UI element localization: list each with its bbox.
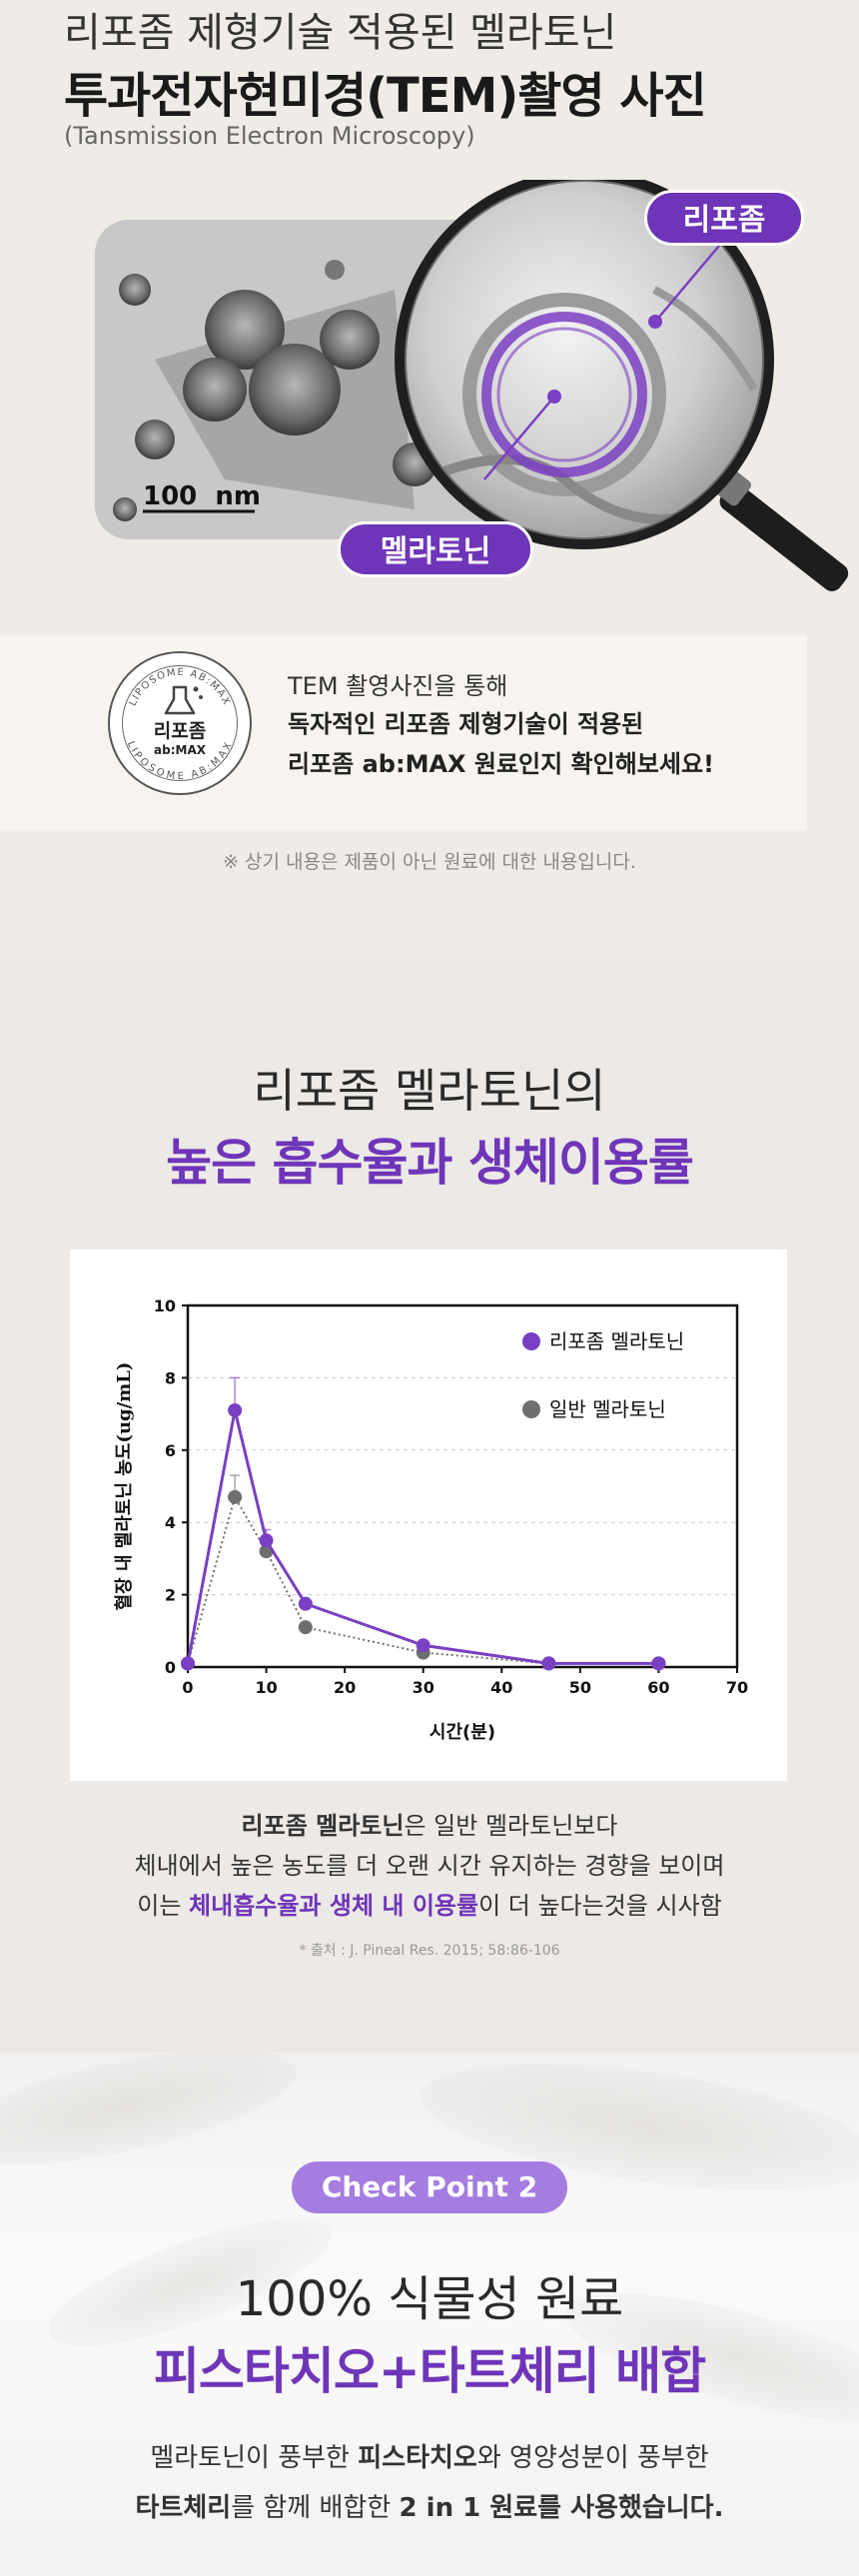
- y-tick-label: 10: [154, 1296, 176, 1315]
- absorption-desc-line2: 체내에서 높은 농도를 더 오랜 시간 유지하는 경향을 보이며: [134, 1852, 725, 1880]
- absorption-heading1: 리포좀 멜라토닌의: [253, 1064, 606, 1118]
- x-axis-label: 시간(분): [430, 1722, 495, 1743]
- checkpoint-desc-line1: 멜라토닌이 풍부한 피스타치오와 영양성분이 풍부한: [0, 2437, 859, 2474]
- chart-ticks: 0 2 4 6 8 10 0 10 20 30 40 50 60 70: [154, 1296, 748, 1697]
- magnifier-icon: [395, 180, 849, 591]
- absorption-desc-line1: 리포좀 멜라토닌은 일반 멜라토닌보다: [0, 1806, 859, 1841]
- absorption-heading2: 높은 흡수율과 생체이용률: [166, 1134, 694, 1192]
- data-point: [298, 1620, 313, 1635]
- y-tick-label: 8: [165, 1368, 176, 1387]
- plot-frame: [186, 1303, 739, 1669]
- panel-desc-line2: 독자적인 리포좀 제형기술이 적용된: [288, 710, 644, 738]
- scale-bar-label: 100 nm: [143, 481, 261, 511]
- data-point: [228, 1489, 243, 1504]
- x-tick-label: 0: [182, 1678, 193, 1697]
- data-point: [228, 1402, 243, 1417]
- desc-em-bioavailability: 체내흡수율과 생체 내 이용률: [189, 1892, 479, 1920]
- x-tick-label: 20: [334, 1678, 356, 1697]
- label-melatonin: 멜라토닌: [338, 521, 533, 577]
- legend-label: 리포좀 멜라토닌: [549, 1329, 684, 1353]
- x-tick-label: 50: [569, 1678, 591, 1697]
- label-liposome: 리포좀: [644, 190, 804, 246]
- cp-d1-pistachio: 피스타치오: [358, 2443, 477, 2473]
- data-point: [541, 1656, 556, 1671]
- checkpoint-desc-line2: 타트체리를 함께 배합한 2 in 1 원료를 사용했습니다.: [0, 2487, 859, 2524]
- chart-grid: [188, 1376, 737, 1596]
- absorption-desc-line3: 이는 체내흡수율과 생체 내 이용률이 더 높다는것을 시사함: [0, 1886, 859, 1921]
- cp-d2-2in1: 2 in 1 원료를 사용했습니다.: [399, 2493, 724, 2523]
- y-tick-label: 4: [165, 1513, 176, 1532]
- tem-title-line1: 리포좀 제형기술 적용된 멜라토닌: [64, 10, 617, 56]
- x-tick-label: 30: [413, 1678, 434, 1697]
- chart-series: [181, 1376, 666, 1671]
- badge-sub: ab:MAX: [154, 743, 207, 757]
- checkpoint-section: [0, 2053, 859, 2576]
- y-tick-label: 2: [165, 1586, 176, 1605]
- x-tick-label: 70: [726, 1678, 748, 1697]
- y-tick-label: 0: [165, 1658, 176, 1677]
- flask-icon: [164, 685, 203, 715]
- x-tick-label: 40: [490, 1678, 512, 1697]
- tem-subtitle: (Tansmission Electron Microscopy): [64, 122, 475, 150]
- legend-marker: [522, 1400, 540, 1418]
- desc-post-3: 이 더 높다는것을 시사함: [478, 1892, 722, 1920]
- desc-rest-1: 은 일반 멜라토닌보다: [404, 1812, 618, 1840]
- cp-d2-tartcherry: 타트체리: [135, 2493, 232, 2523]
- tem-photo: 100 nm: [95, 180, 849, 591]
- y-axis-label: 혈장 내 멜라토닌 농도(ug/mL): [113, 1362, 135, 1611]
- liposome-badge: LIPOSOME AB:MAX LIPOSOME AB:MAX 리포좀 ab:M…: [108, 651, 252, 795]
- checkpoint-pill: Check Point 2: [292, 2161, 567, 2213]
- source-citation: * 출처 : J. Pineal Res. 2015; 58:86-106: [299, 1943, 560, 1959]
- cp-d1-post: 와 영양성분이 풍부한: [476, 2443, 709, 2473]
- y-tick-label: 6: [165, 1441, 176, 1460]
- legend-marker: [522, 1332, 540, 1350]
- legend-label: 일반 멜라토닌: [549, 1397, 666, 1421]
- data-point: [651, 1656, 666, 1671]
- tem-title-line2: 투과전자현미경(TEM)촬영 사진: [64, 68, 707, 124]
- x-tick-label: 60: [647, 1678, 669, 1697]
- chart-card: 0 2 4 6 8 10 0 10 20 30 40 50 60 70 시간(분) 혈장 내 멜라토닌 농…: [70, 1250, 787, 1781]
- data-point: [416, 1638, 430, 1653]
- data-point: [181, 1656, 195, 1671]
- cp-d2-mid: 를 함께 배합한: [231, 2493, 400, 2523]
- data-point: [259, 1533, 274, 1548]
- series-line: [186, 1409, 659, 1665]
- data-point: [298, 1596, 313, 1611]
- panel-desc-line1: TEM 촬영사진을 통해: [288, 672, 508, 700]
- desc-pre-3: 이는: [137, 1892, 190, 1920]
- tem-section: 리포좀 제형기술 적용된 멜라토닌 투과전자현미경(TEM)촬영 사진 (Tan…: [0, 0, 859, 959]
- panel-desc-line3: 리포좀 ab:MAX 원료인지 확인해보세요!: [288, 750, 714, 778]
- concentration-chart: 0 2 4 6 8 10 0 10 20 30 40 50 60 70 시간(분) 혈장 내 멜라토닌 농…: [113, 1296, 748, 1743]
- desc-em-liposome: 리포좀 멜라토닌: [241, 1812, 405, 1840]
- checkpoint-heading1: 100% 식물성 원료: [235, 2271, 624, 2327]
- x-tick-label: 10: [255, 1678, 277, 1697]
- cp-d1-pre: 멜라토닌이 풍부한: [150, 2443, 359, 2473]
- raw-material-note: ※ 상기 내용은 제품이 아닌 원료에 대한 내용입니다.: [223, 851, 636, 873]
- checkpoint-heading2: 피스타치오+타트체리 배합: [153, 2342, 706, 2400]
- badge-name: 리포좀: [154, 720, 206, 742]
